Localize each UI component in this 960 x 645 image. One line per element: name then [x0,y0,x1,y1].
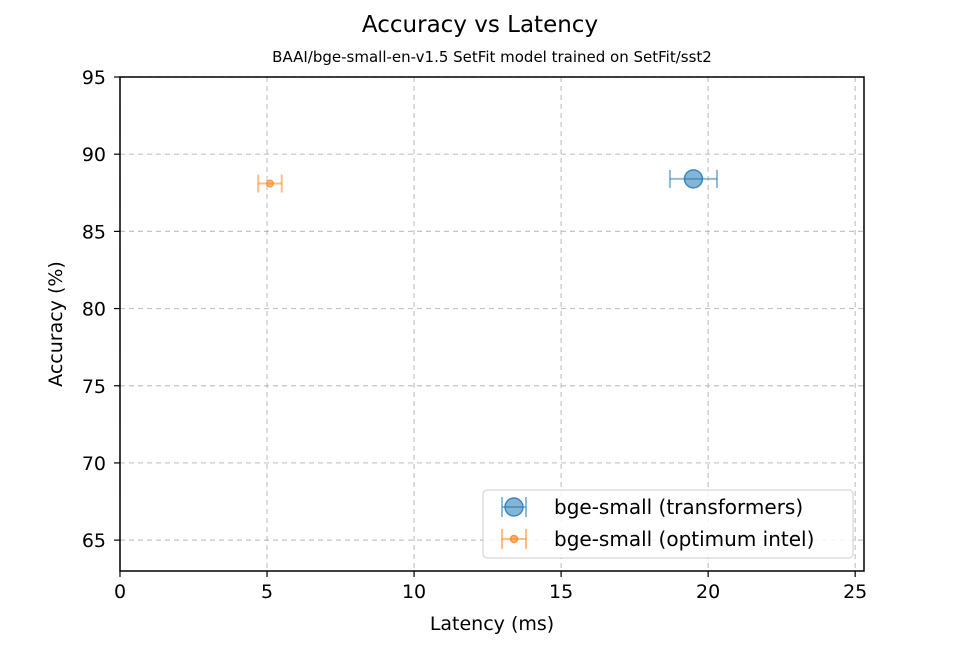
y-tick-label: 65 [82,530,106,552]
legend: bge-small (transformers) bge-small (optim… [482,489,854,559]
x-tick-label: 15 [549,581,573,603]
plot-frame [119,76,865,572]
x-tick-label: 25 [843,581,867,603]
chart-title: Accuracy vs Latency [362,12,598,38]
x-tick-label: 10 [402,581,426,603]
x-tick-label: 20 [696,581,720,603]
chart-subtitle: BAAI/bge-small-en-v1.5 SetFit model trai… [272,48,712,66]
y-axis-label: Accuracy (%) [45,261,67,387]
y-tick-label: 70 [82,453,106,475]
legend-marker-0 [504,497,524,517]
legend-marker-1 [509,534,519,544]
x-tick-label: 5 [261,581,273,603]
y-tick-label: 90 [82,144,106,166]
y-tick-label: 85 [82,221,106,243]
legend-label-1: bge-small (optimum intel) [554,527,814,551]
x-axis-label: Latency (ms) [430,613,554,635]
y-tick-label: 80 [82,299,106,321]
x-tick-label: 0 [114,581,126,603]
y-tick-label: 75 [82,376,106,398]
axis-ticks: 0 5 10 15 20 25 65 70 75 80 85 90 95 [82,67,867,603]
data-marks [257,169,718,193]
y-tick-label: 95 [82,67,106,89]
legend-label-0: bge-small (transformers) [554,495,803,519]
legend-box [482,489,854,559]
data-point-1 [265,179,274,188]
data-point-0 [683,169,704,189]
